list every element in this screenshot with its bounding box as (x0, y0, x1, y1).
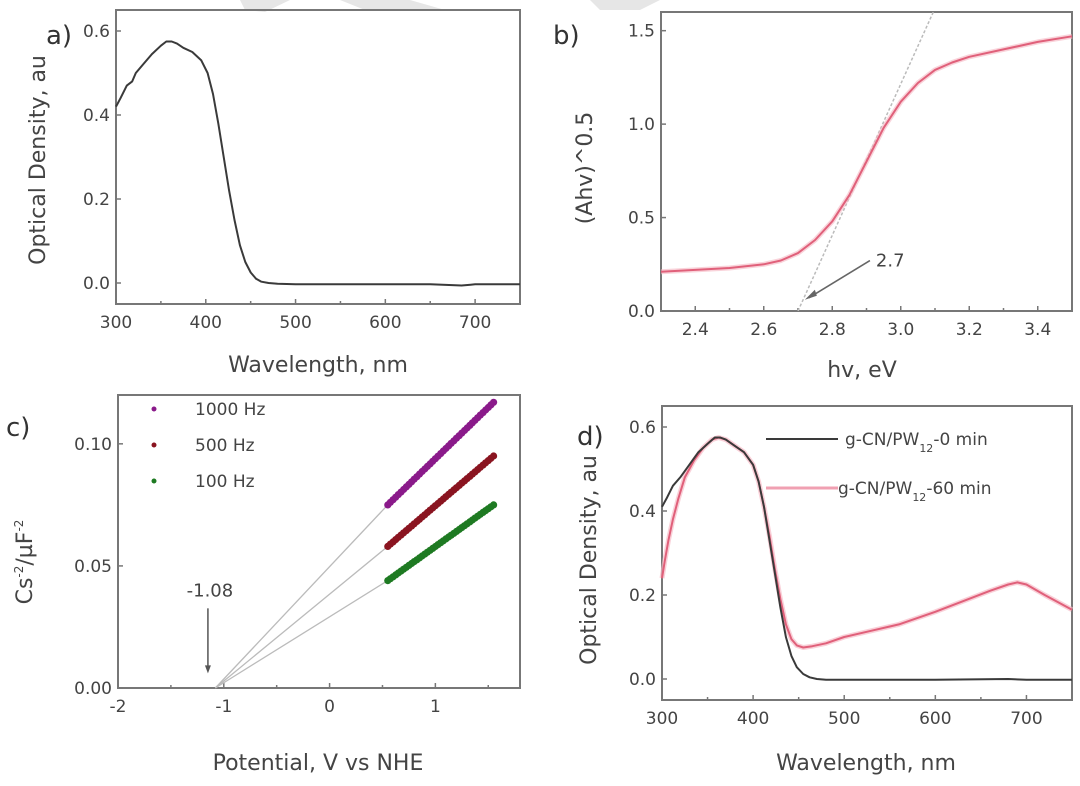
panel-d-x-axis-label: Wavelength, nm (776, 751, 956, 776)
panel-a-y-tick-label: 0.4 (83, 106, 110, 126)
legend-label-0-min: g-CN/PW12-0 min (845, 430, 988, 455)
legend-1-post: -60 min (926, 479, 991, 499)
panel-b-x-tick-label: 3.2 (956, 320, 983, 340)
panel-c-data-point (490, 398, 498, 406)
panel-a: a) 300 400 500 600 700 0.0 0.2 0.4 0.6 Wavelengt… (26, 9, 521, 378)
legend-label-60-min: g-CN/PW12-60 min (838, 479, 992, 504)
panel-c-x-tick-label: 0 (324, 697, 335, 717)
panel-a-y-tick-label: 0.2 (83, 190, 110, 210)
panel-a-x-tick-label: 500 (279, 313, 311, 333)
panel-c-fit-line-1 (214, 545, 389, 689)
panel-c-data-point (490, 452, 498, 460)
panel-c-legend-label-0: 1000 Hz (195, 400, 265, 420)
panel-c-fit-line-2 (214, 580, 389, 689)
panel-b-tauc-curve-halo (660, 33, 1073, 275)
panel-c-x-axis-label: Potential, V vs NHE (213, 751, 424, 776)
panel-a-x-tick-label: 600 (369, 313, 401, 333)
panel-b-x-tick-label: 2.6 (750, 320, 777, 340)
panel-c-legend-label-2: 100 Hz (195, 472, 255, 492)
panel-c-label: c) (6, 413, 30, 443)
legend-0-pre: g-CN/PW (845, 430, 919, 450)
panel-b-annotation-text: 2.7 (876, 251, 905, 272)
panel-b-x-tick-label: 2.4 (682, 320, 709, 340)
panel-d-plot-area: 300 400 500 600 700 0.0 0.2 0.4 0.6 (629, 405, 1074, 729)
panel-b-arrow-head (804, 289, 817, 300)
panel-a-plot-area: 300 400 500 600 700 0.0 0.2 0.4 0.6 (83, 9, 521, 333)
panel-a-y-tick-label: 0.6 (83, 22, 110, 42)
panel-d-x-tick-label: 500 (828, 709, 860, 729)
panel-d-y-tick-label: 0.0 (629, 670, 656, 690)
panel-b-x-tick-label: 3.0 (887, 320, 914, 340)
watermark-shape (590, 0, 660, 10)
panel-b-tauc-curve (660, 35, 1073, 273)
panel-d: d) 300 400 500 600 700 0.0 0.2 0.4 0.6 Wavelengt… (577, 405, 1074, 776)
panel-d-y-axis-label: Optical Density, au (577, 455, 602, 665)
panel-c-y-label-sup1: -2 (12, 566, 26, 578)
panel-a-frame (115, 9, 521, 305)
panel-c-fit-line-0 (214, 504, 389, 689)
panel-a-x-tick-label: 400 (190, 313, 222, 333)
panel-a-od-curve (115, 40, 520, 287)
panel-c-data-point (490, 501, 498, 509)
panel-c-y-tick-label: 0.05 (74, 557, 112, 577)
panel-b-y-tick-label: 1.5 (628, 22, 655, 42)
panel-d-label: d) (577, 422, 604, 452)
legend-1-pre: g-CN/PW (838, 479, 912, 499)
panel-c-annotation-text: -1.08 (187, 580, 234, 601)
panel-c-x-tick-label: -2 (110, 697, 127, 717)
panel-c-legend-marker-2 (151, 478, 157, 484)
panel-c-legend-marker-1 (151, 442, 157, 448)
panel-b-y-axis-label: (Ahv)^0.5 (573, 112, 598, 225)
legend-0-sub: 12 (919, 442, 933, 455)
panel-c-y-label-base: Cs (13, 578, 38, 605)
panel-d-x-tick-label: 700 (1010, 709, 1042, 729)
panel-a-x-tick-label: 300 (100, 313, 132, 333)
panel-d-y-tick-label: 0.6 (629, 418, 656, 438)
panel-c-frame (117, 394, 521, 689)
panel-d-60min-curve-halo (659, 435, 1074, 650)
panel-d-x-tick-label: 400 (737, 709, 769, 729)
panel-d-x-tick-label: 300 (646, 709, 678, 729)
panel-d-0min-curve (661, 436, 1072, 681)
watermark-shape (340, 0, 445, 10)
panel-a-x-tick-label: 700 (459, 313, 491, 333)
panel-b-x-axis-label: hv, eV (827, 358, 897, 383)
panel-c-x-tick-label: 1 (430, 697, 441, 717)
panel-c-plot-area: -2 -1 0 1 0.00 0.05 0.10 1000 Hz 500 Hz 100 Hz -1.… (74, 394, 521, 717)
panel-c-y-tick-label: 0.00 (74, 679, 112, 699)
panel-d-legend: g-CN/PW12-0 min g-CN/PW12-60 min (766, 430, 992, 504)
panel-d-y-tick-label: 0.4 (629, 502, 656, 522)
panel-a-y-tick-label: 0.0 (83, 274, 110, 294)
panel-a-label: a) (46, 21, 72, 51)
panel-b-plot-area: 2.4 2.6 2.8 3.0 3.2 3.4 0.0 0.5 1.0 1.5 2.7 (628, 11, 1073, 340)
panel-b-x-tick-label: 2.8 (819, 320, 846, 340)
legend-0-post: -0 min (933, 430, 987, 450)
panel-c-arrow-head (204, 665, 211, 674)
panel-c-y-tick-label: 0.10 (74, 435, 112, 455)
panel-c-legend-marker-0 (151, 406, 157, 412)
panel-b-annotation-arrow (808, 259, 871, 299)
panel-a-y-axis-label: Optical Density, au (26, 55, 51, 265)
panel-c-legend-label-1: 500 Hz (195, 436, 255, 456)
panel-b-y-tick-label: 0.0 (628, 302, 655, 322)
panel-c-y-label-sup2: -2 (12, 520, 26, 532)
panel-a-x-axis-label: Wavelength, nm (228, 353, 408, 378)
panel-d-frame (661, 405, 1073, 701)
legend-1-sub: 12 (912, 491, 926, 504)
panel-c-y-label-mid: /µF (13, 532, 38, 566)
panel-b: b) 2.4 2.6 2.8 3.0 3.2 3.4 0.0 0.5 1.0 1.5 2.7 hv,… (553, 11, 1073, 383)
panel-b-label: b) (553, 21, 580, 51)
panel-b-y-tick-label: 1.0 (628, 115, 655, 135)
panel-c-y-axis-label: Cs-2/µF-2 (12, 520, 38, 605)
panel-b-x-tick-label: 3.4 (1024, 320, 1051, 340)
panel-c-x-tick-label: -1 (215, 697, 232, 717)
panel-d-x-tick-label: 600 (919, 709, 951, 729)
panel-c: c) -2 -1 0 1 0.00 0.05 0.10 1000 Hz 500 Hz 100 Hz… (6, 394, 521, 776)
panel-b-y-tick-label: 0.5 (628, 209, 655, 229)
panel-d-y-tick-label: 0.2 (629, 586, 656, 606)
panel-d-60min-curve (661, 436, 1073, 649)
